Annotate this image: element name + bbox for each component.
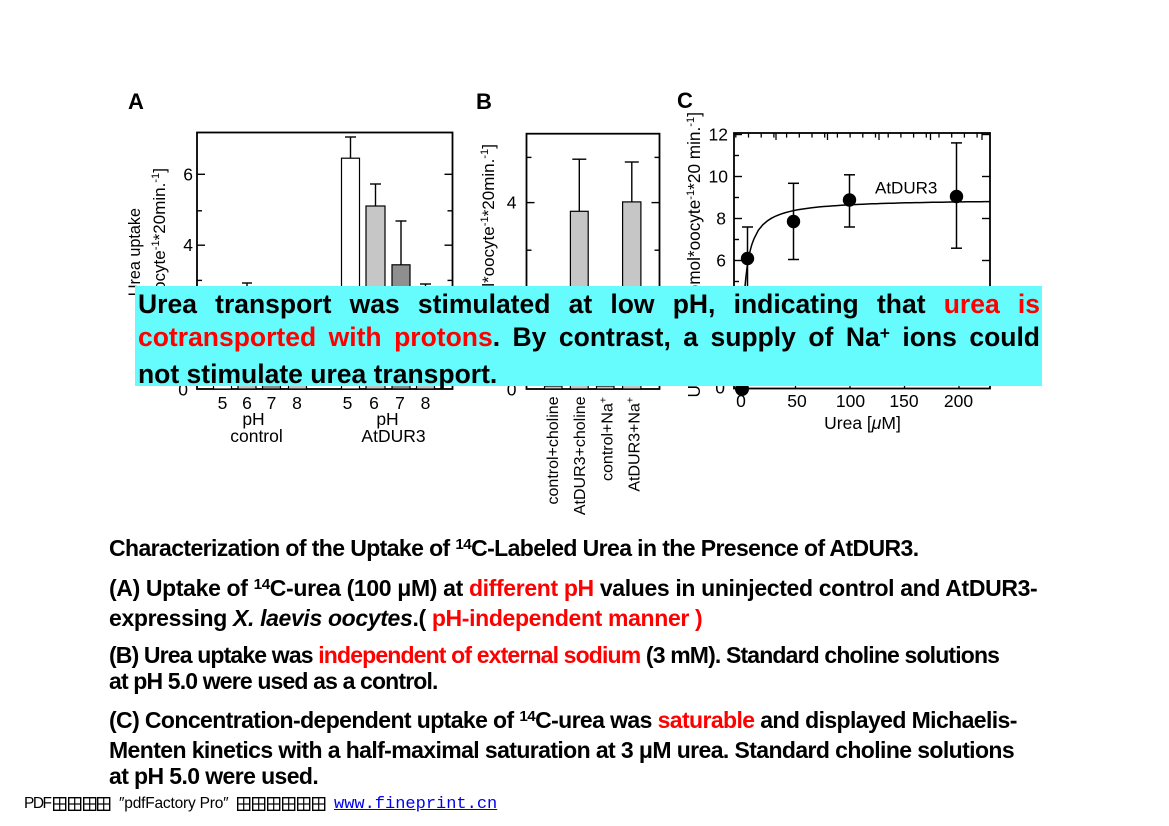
svg-text:10: 10 <box>709 167 729 187</box>
svg-text:0: 0 <box>736 391 746 411</box>
svg-text:8: 8 <box>421 393 431 413</box>
svg-text:0: 0 <box>178 380 188 400</box>
svg-text:100: 100 <box>836 391 865 411</box>
svg-text:0: 0 <box>715 378 725 398</box>
svg-text:pH: pH <box>376 409 398 429</box>
svg-text:7: 7 <box>395 393 405 413</box>
svg-text:AtDUR3: AtDUR3 <box>361 426 425 446</box>
svg-text:Urea [μM]: Urea [μM] <box>824 413 901 433</box>
svg-text:pH: pH <box>242 409 264 429</box>
svg-text:control+choline: control+choline <box>545 396 562 504</box>
svg-text:12: 12 <box>709 125 728 145</box>
svg-text:6: 6 <box>242 393 252 413</box>
svg-text:AtDUR3+Na+: AtDUR3+Na+ <box>625 397 644 492</box>
svg-text:AtDUR3: AtDUR3 <box>875 179 937 198</box>
svg-text:5: 5 <box>343 393 353 413</box>
svg-text:8: 8 <box>716 209 726 229</box>
svg-text:B: B <box>476 89 492 114</box>
svg-text:C: C <box>677 88 693 113</box>
svg-text:7: 7 <box>267 393 277 413</box>
svg-text:4: 4 <box>507 193 517 213</box>
svg-text:0: 0 <box>507 380 517 400</box>
svg-text:50: 50 <box>787 391 807 411</box>
svg-text:AtDUR3+choline: AtDUR3+choline <box>572 396 589 515</box>
svg-text:200: 200 <box>944 391 973 411</box>
svg-text:A: A <box>128 89 144 114</box>
svg-text:4: 4 <box>183 235 193 255</box>
svg-text:6: 6 <box>369 393 379 413</box>
svg-text:6: 6 <box>716 251 726 271</box>
svg-text:8: 8 <box>292 393 302 413</box>
svg-text:[pmol*oocyte-1*20min.-1]: [pmol*oocyte-1*20min.-1] <box>479 144 498 325</box>
svg-text:150: 150 <box>889 391 918 411</box>
svg-text:6: 6 <box>183 164 193 184</box>
svg-text:control+Na+: control+Na+ <box>597 397 616 481</box>
svg-text:Urea uptake: Urea uptake <box>126 208 144 296</box>
svg-text:5: 5 <box>218 393 228 413</box>
svg-text:control: control <box>230 426 283 446</box>
